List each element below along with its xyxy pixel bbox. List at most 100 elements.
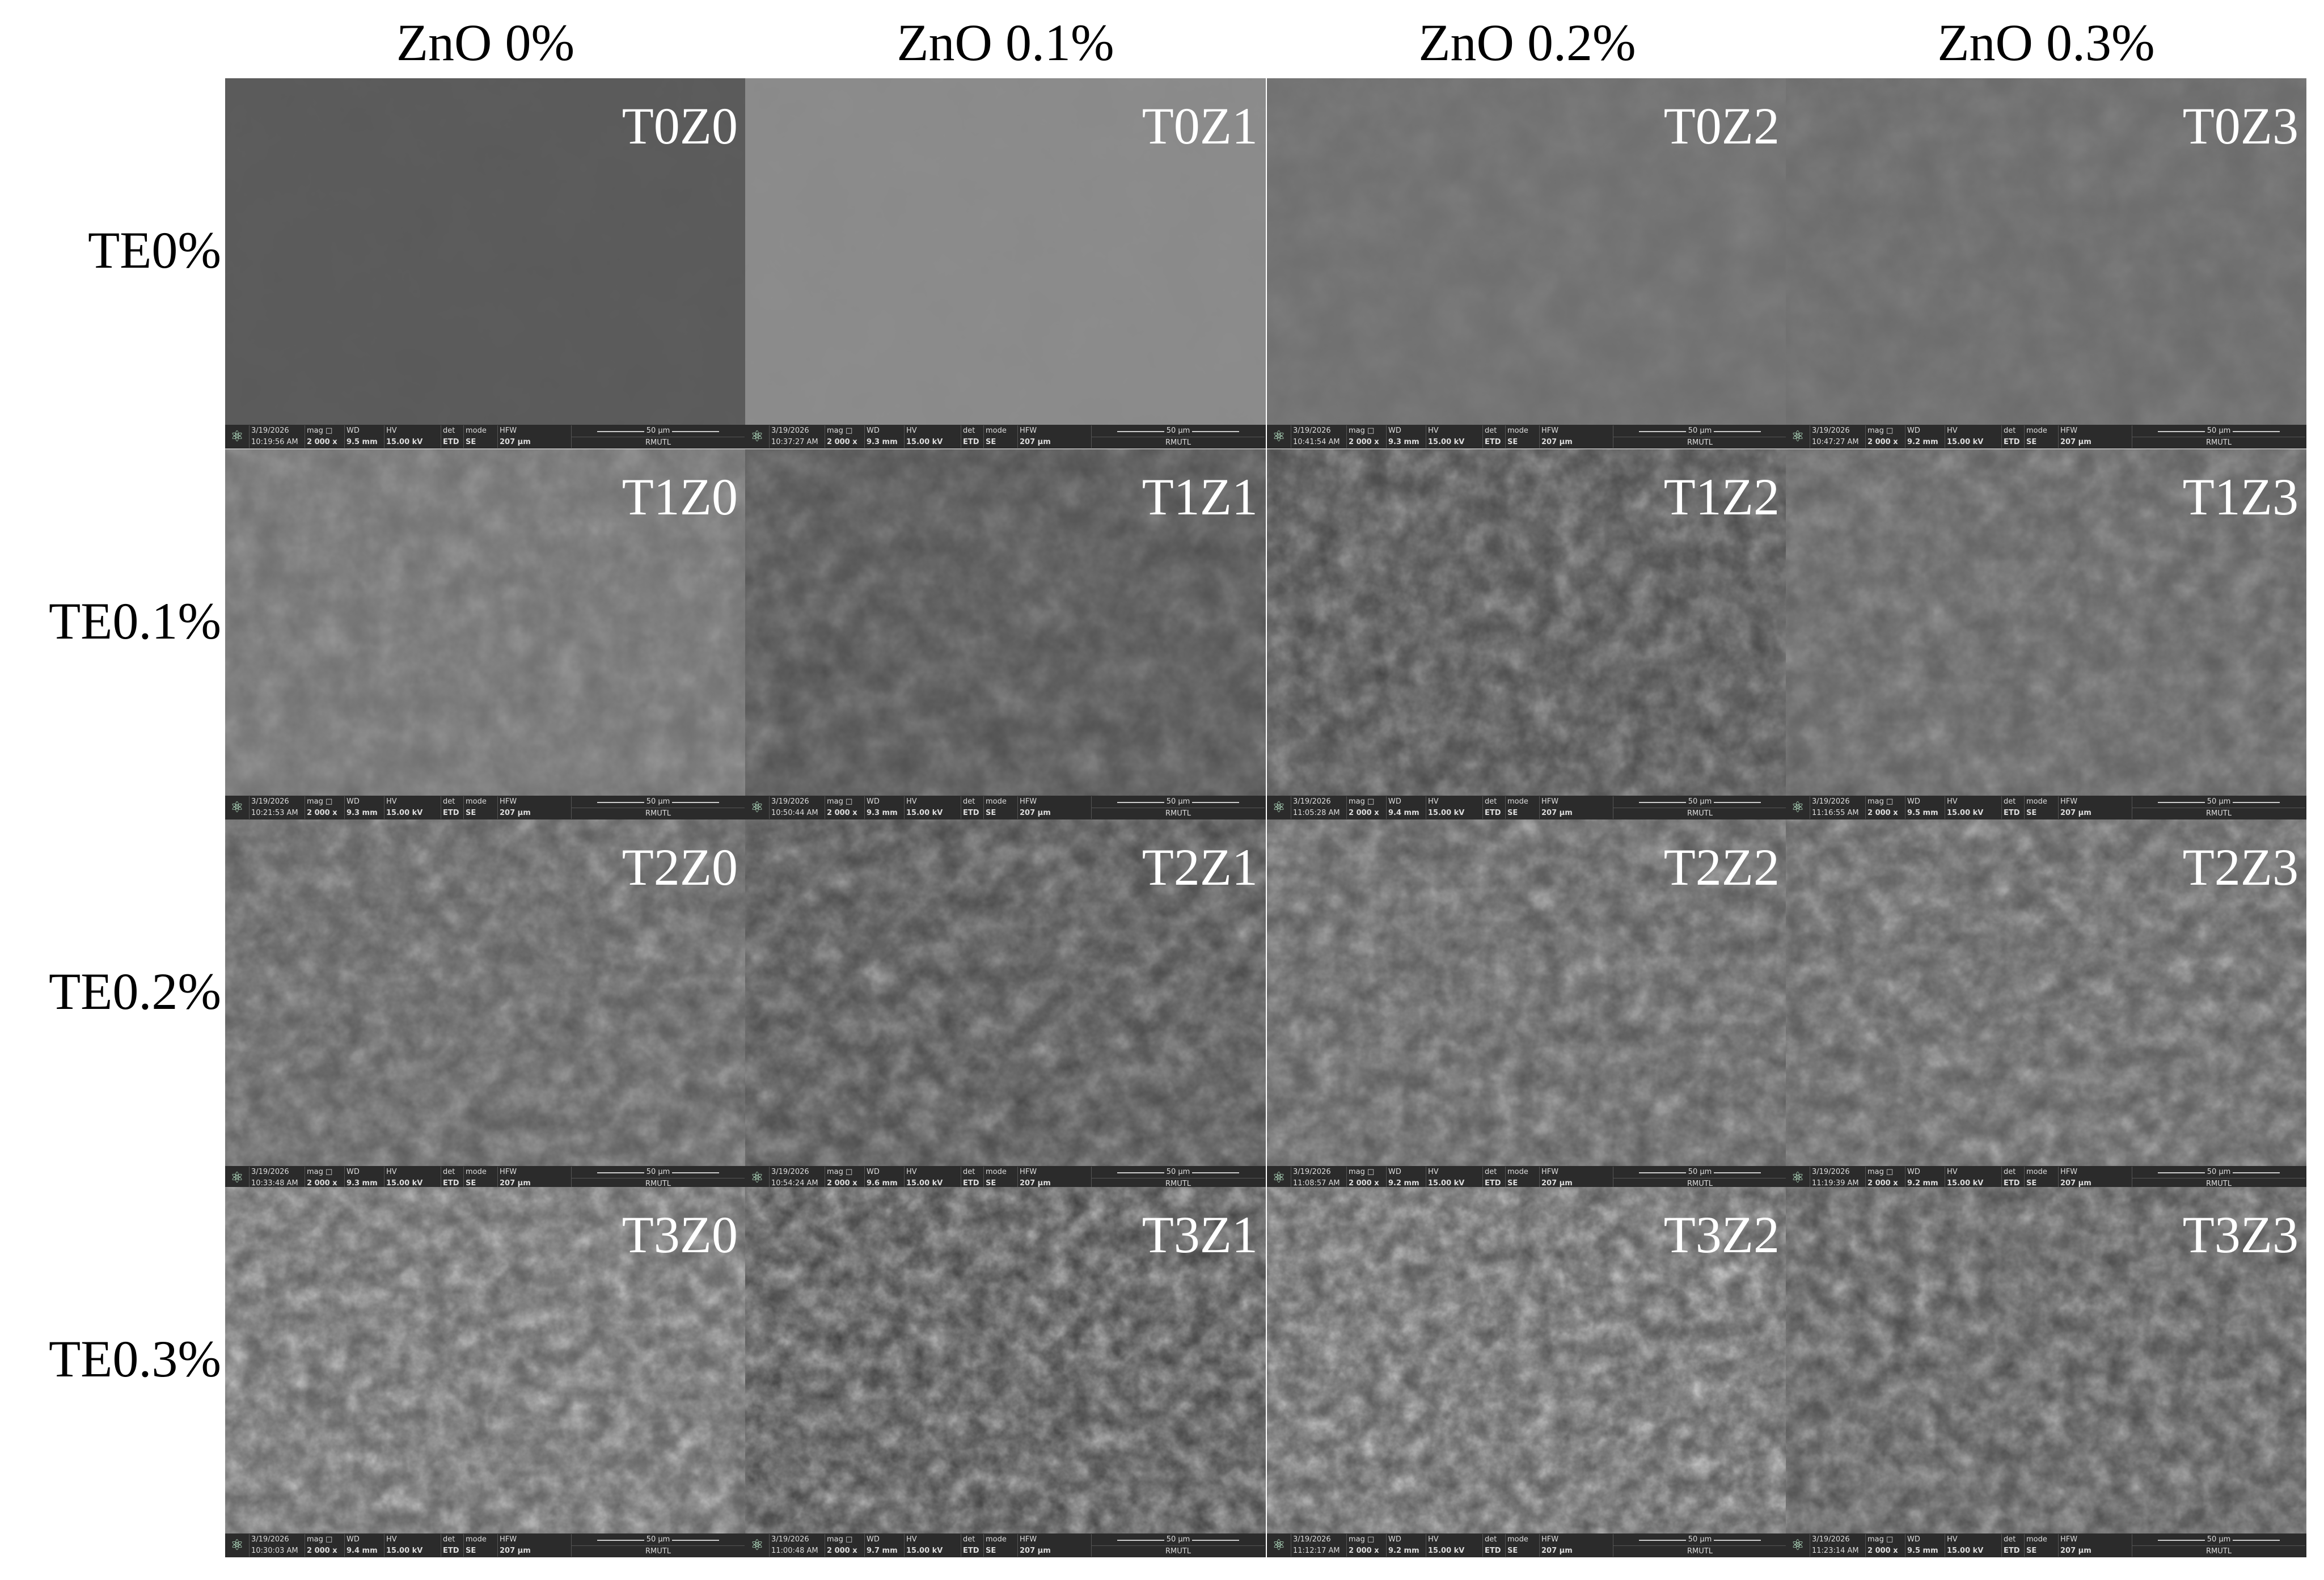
- info-mag: mag □ 2 000 x: [1865, 1534, 1904, 1557]
- info-mode: mode SE: [1505, 1534, 1539, 1557]
- lab-name: RMUTL: [2132, 437, 2305, 449]
- info-det: det ETD: [441, 425, 463, 448]
- info-hv-value: 15.00 kV: [1428, 1179, 1465, 1188]
- info-wd: WD 9.3 mm: [864, 425, 903, 448]
- info-mag: mag □ 2 000 x: [825, 1534, 864, 1557]
- lab-name: RMUTL: [1092, 808, 1265, 819]
- scale-bar: 50 µm RMUTL: [1091, 425, 1265, 448]
- info-det-value: ETD: [443, 1547, 459, 1555]
- info-hv-label: HV: [1947, 1535, 1958, 1544]
- info-time: 3/19/2026 11:23:14 AM: [1810, 1534, 1863, 1557]
- sem-image-panel: T0Z2 ⚛ 3/19/2026 10:41:54 AM mag □ 2 000 x WD 9…: [1267, 78, 1788, 449]
- scale-bar: 50 µm RMUTL: [1613, 1534, 1786, 1557]
- info-hv: HV 15.00 kV: [384, 1534, 440, 1557]
- info-wd-label: WD: [1388, 1535, 1401, 1544]
- info-wd-label: WD: [1907, 1535, 1920, 1544]
- info-time-value: 11:05:28 AM: [1293, 809, 1340, 817]
- atom-logo-icon: ⚛: [750, 1169, 764, 1186]
- lab-name: RMUTL: [572, 1545, 745, 1557]
- sem-micrograph: [745, 449, 1266, 796]
- sem-micrograph: [745, 1187, 1266, 1533]
- info-wd-value: 9.5 mm: [1907, 809, 1938, 817]
- info-mag-label: mag □: [827, 1168, 853, 1176]
- info-mag-label: mag □: [307, 797, 333, 806]
- info-wd: WD 9.6 mm: [864, 1167, 903, 1189]
- info-time-label: 3/19/2026: [1293, 426, 1331, 435]
- scale-bar: 50 µm RMUTL: [571, 425, 745, 448]
- info-det-label: det: [963, 797, 975, 806]
- row-header: TE0.1%: [48, 592, 221, 650]
- info-hfw-value: 207 µm: [2060, 1179, 2091, 1188]
- info-det: det ETD: [961, 1534, 983, 1557]
- info-time-value: 10:30:03 AM: [251, 1547, 298, 1555]
- info-wd-value: 9.2 mm: [1388, 1179, 1419, 1188]
- info-mode-value: SE: [986, 1547, 996, 1555]
- info-hv-value: 15.00 kV: [1947, 438, 1984, 446]
- info-wd-label: WD: [347, 797, 360, 806]
- info-time-label: 3/19/2026: [1293, 1168, 1331, 1176]
- info-det-value: ETD: [1485, 438, 1501, 446]
- info-hfw: HFW 207 µm: [1017, 796, 1091, 819]
- info-hv-label: HV: [386, 426, 397, 435]
- info-hv: HV 15.00 kV: [904, 1167, 960, 1189]
- info-time-value: 11:19:39 AM: [1812, 1179, 1859, 1188]
- info-mag-value: 2 000 x: [1867, 1547, 1898, 1555]
- sem-info-bar: ⚛ 3/19/2026 11:05:28 AM mag □ 2 000 x WD 9.4 m…: [1267, 796, 1788, 819]
- sample-code-label: T3Z0: [622, 1206, 738, 1264]
- info-mode-value: SE: [986, 438, 996, 446]
- info-det: det ETD: [1482, 796, 1505, 819]
- info-det-label: det: [443, 797, 455, 806]
- scale-bar-line: 50 µm: [1613, 425, 1786, 437]
- lab-name: RMUTL: [1613, 1178, 1786, 1190]
- info-mag-value: 2 000 x: [827, 1547, 857, 1555]
- scale-bar-value: 50 µm: [1164, 1168, 1193, 1176]
- info-wd: WD 9.4 mm: [344, 1534, 383, 1557]
- info-det-label: det: [443, 1535, 455, 1544]
- info-time-label: 3/19/2026: [771, 1535, 809, 1544]
- info-mode: mode SE: [463, 1534, 497, 1557]
- info-hv-label: HV: [386, 1168, 397, 1176]
- lab-name: RMUTL: [1092, 1545, 1265, 1557]
- info-hv-label: HV: [1428, 1168, 1439, 1176]
- sample-code-label: T0Z2: [1663, 97, 1780, 155]
- scale-bar: 50 µm RMUTL: [1091, 1167, 1265, 1189]
- atom-logo-icon: ⚛: [750, 1537, 764, 1554]
- info-mode-value: SE: [986, 809, 996, 817]
- info-det-label: det: [1485, 1168, 1497, 1176]
- info-det-label: det: [443, 1168, 455, 1176]
- info-mag: mag □ 2 000 x: [825, 425, 864, 448]
- info-mode-value: SE: [466, 1179, 476, 1188]
- info-hv: HV 15.00 kV: [1945, 796, 2001, 819]
- info-mag: mag □ 2 000 x: [1865, 1167, 1904, 1189]
- scale-bar: 50 µm RMUTL: [1613, 796, 1786, 819]
- info-mode-value: SE: [466, 1547, 476, 1555]
- info-hv-value: 15.00 kV: [1947, 1547, 1984, 1555]
- info-mode-label: mode: [2026, 426, 2047, 435]
- sem-info-bar: ⚛ 3/19/2026 10:54:24 AM mag □ 2 000 x WD 9.6 m…: [745, 1166, 1266, 1190]
- scale-bar-value: 50 µm: [644, 1535, 673, 1544]
- info-time-value: 11:08:57 AM: [1293, 1179, 1340, 1188]
- sem-image-panel: T0Z3 ⚛ 3/19/2026 10:47:27 AM mag □ 2 000 x WD 9…: [1786, 78, 2306, 449]
- info-mode-label: mode: [466, 1168, 487, 1176]
- scale-bar-value: 50 µm: [1685, 426, 1714, 435]
- lab-name: RMUTL: [572, 1178, 745, 1190]
- sample-code-label: T1Z1: [1142, 468, 1258, 526]
- info-mode-value: SE: [2026, 1179, 2037, 1188]
- info-hv-label: HV: [1428, 426, 1439, 435]
- scale-bar-line: 50 µm: [1613, 1167, 1786, 1178]
- lab-name: RMUTL: [1613, 437, 1786, 449]
- scale-bar: 50 µm RMUTL: [2132, 1167, 2305, 1189]
- info-mode-value: SE: [466, 438, 476, 446]
- info-hfw-label: HFW: [1020, 797, 1037, 806]
- lab-name: RMUTL: [1613, 808, 1786, 819]
- sem-micrograph: [225, 1187, 746, 1533]
- lab-name: RMUTL: [2132, 808, 2305, 819]
- info-hv: HV 15.00 kV: [1945, 1534, 2001, 1557]
- sem-info-bar: ⚛ 3/19/2026 10:47:27 AM mag □ 2 000 x WD 9.2 m…: [1786, 425, 2306, 449]
- info-mag-label: mag □: [1867, 1168, 1894, 1176]
- sem-image-panel: T1Z2 ⚛ 3/19/2026 11:05:28 AM mag □ 2 000 x WD 9…: [1267, 449, 1788, 819]
- info-time-label: 3/19/2026: [1812, 426, 1850, 435]
- info-wd-value: 9.2 mm: [1907, 438, 1938, 446]
- sem-info-bar: ⚛ 3/19/2026 10:21:53 AM mag □ 2 000 x WD 9.3 m…: [225, 796, 746, 819]
- info-hfw-label: HFW: [1541, 797, 1559, 806]
